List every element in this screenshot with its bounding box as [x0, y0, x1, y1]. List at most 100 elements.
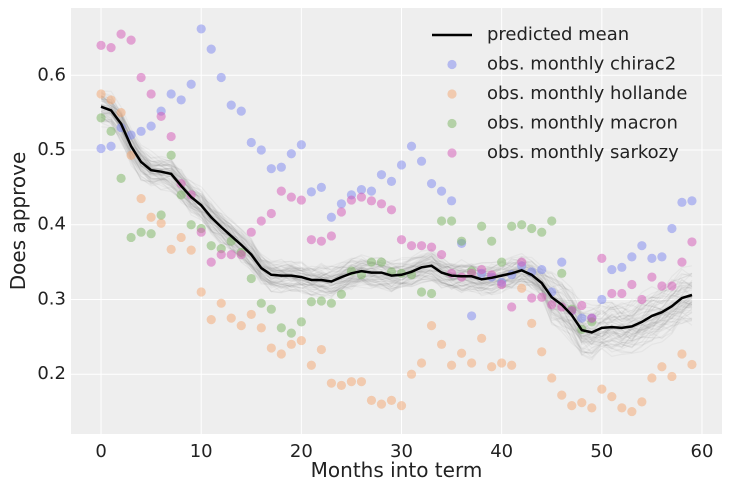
point-macron — [376, 257, 387, 267]
point-chirac2 — [166, 89, 176, 99]
point-sarkozy — [306, 235, 316, 245]
point-sarkozy — [146, 89, 156, 99]
point-sarkozy — [597, 253, 607, 263]
point-macron — [186, 220, 196, 230]
point-hollande — [226, 313, 236, 323]
point-macron — [176, 190, 186, 200]
point-macron — [316, 296, 326, 306]
point-sarkozy — [256, 216, 266, 226]
point-sarkozy — [286, 192, 296, 202]
point-hollande — [206, 315, 216, 325]
posterior-sample-line — [100, 118, 693, 339]
point-chirac2 — [126, 130, 136, 140]
point-hollande — [557, 390, 567, 400]
point-chirac2 — [647, 253, 657, 263]
posterior-sample-line — [100, 104, 692, 355]
legend-label: obs. monthly chirac2 — [487, 54, 676, 75]
point-sarkozy — [396, 235, 407, 245]
point-sarkozy — [497, 279, 507, 290]
point-hollande — [286, 339, 296, 349]
point-hollande — [497, 358, 507, 368]
point-chirac2 — [467, 311, 477, 321]
point-chirac2 — [386, 176, 397, 186]
posterior-sample-line — [100, 112, 693, 354]
point-chirac2 — [186, 79, 196, 89]
point-sarkozy — [366, 196, 377, 206]
x-axis-label: Months into term — [311, 458, 483, 482]
point-hollande — [617, 403, 627, 413]
legend-point-swatch — [447, 148, 457, 158]
observation-points — [96, 24, 697, 417]
point-hollande — [256, 323, 266, 333]
predicted-mean-layer — [100, 105, 693, 334]
posterior-sample-line — [100, 111, 693, 359]
point-macron — [146, 229, 156, 239]
posterior-sample-line — [100, 115, 693, 356]
point-sarkozy — [326, 231, 336, 241]
posterior-sample-line — [100, 97, 693, 320]
point-chirac2 — [96, 143, 106, 154]
point-hollande — [547, 373, 557, 383]
point-hollande — [276, 349, 286, 359]
posterior-sample-line — [100, 117, 693, 344]
y-axis-label: Does approve — [6, 152, 30, 291]
y-tick-label: 0.4 — [37, 214, 66, 235]
x-tick-label: 0 — [95, 441, 106, 462]
point-sarkozy — [336, 207, 347, 217]
point-macron — [116, 173, 126, 183]
posterior-sample-line — [100, 111, 693, 344]
point-sarkozy — [216, 250, 226, 260]
point-chirac2 — [196, 24, 206, 34]
legend-label: obs. monthly hollande — [487, 83, 687, 104]
point-hollande — [587, 403, 597, 413]
point-chirac2 — [617, 262, 627, 272]
point-macron — [557, 268, 567, 278]
posterior-sample-line — [100, 119, 693, 342]
point-macron — [286, 328, 296, 338]
point-chirac2 — [356, 185, 367, 195]
point-hollande — [627, 406, 637, 417]
point-macron — [276, 323, 286, 333]
x-tick-label: 10 — [190, 441, 213, 462]
posterior-sample-line — [100, 116, 693, 344]
x-tick-label: 40 — [490, 441, 513, 462]
point-chirac2 — [216, 72, 226, 83]
posterior-sample-line — [100, 115, 693, 341]
posterior-sample-line — [100, 120, 693, 350]
point-sarkozy — [607, 288, 617, 299]
point-sarkozy — [406, 241, 417, 251]
point-hollande — [507, 360, 517, 370]
point-hollande — [196, 287, 206, 297]
point-macron — [296, 317, 306, 327]
point-chirac2 — [136, 126, 146, 136]
point-sarkozy — [557, 302, 567, 312]
point-macron — [206, 241, 216, 251]
posterior-sample-line — [100, 119, 693, 358]
point-sarkozy — [687, 237, 697, 247]
point-chirac2 — [577, 313, 587, 323]
point-hollande — [246, 309, 256, 320]
point-chirac2 — [366, 186, 377, 196]
point-hollande — [126, 150, 136, 160]
point-macron — [106, 126, 116, 136]
point-macron — [306, 297, 316, 307]
point-sarkozy — [577, 300, 587, 311]
point-chirac2 — [226, 100, 236, 110]
point-sarkozy — [276, 186, 286, 196]
point-hollande — [446, 360, 457, 370]
point-sarkozy — [547, 300, 557, 310]
point-sarkozy — [196, 227, 206, 237]
point-chirac2 — [276, 162, 286, 172]
y-tick-label: 0.2 — [37, 363, 66, 384]
point-hollande — [406, 369, 417, 379]
point-sarkozy — [116, 29, 126, 39]
point-hollande — [477, 333, 487, 343]
point-macron — [477, 221, 487, 231]
point-chirac2 — [296, 140, 306, 150]
posterior-sample-line — [100, 122, 693, 346]
point-chirac2 — [607, 264, 617, 275]
point-chirac2 — [597, 294, 607, 305]
point-chirac2 — [326, 212, 336, 222]
point-chirac2 — [176, 95, 186, 105]
point-sarkozy — [587, 313, 597, 323]
